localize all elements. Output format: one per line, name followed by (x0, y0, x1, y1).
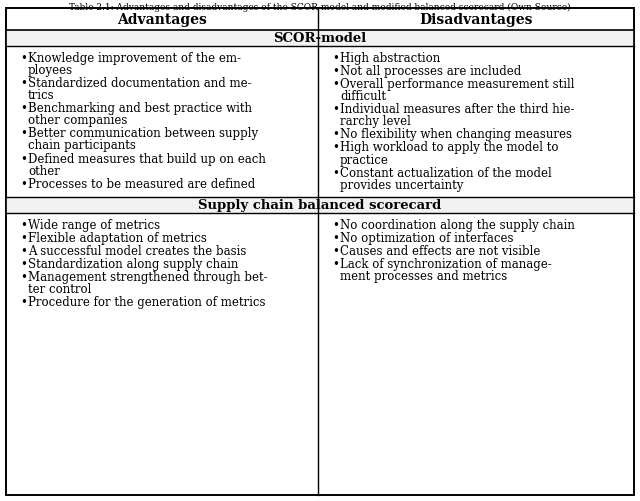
Text: •: • (332, 231, 339, 244)
Text: •: • (20, 152, 27, 165)
Text: Management strengthened through bet-: Management strengthened through bet- (28, 271, 268, 284)
Text: •: • (20, 296, 27, 309)
Text: Lack of synchronization of manage-: Lack of synchronization of manage- (340, 258, 552, 271)
Text: Flexible adaptation of metrics: Flexible adaptation of metrics (28, 231, 207, 244)
Text: •: • (332, 78, 339, 91)
Text: No flexibility when changing measures: No flexibility when changing measures (340, 128, 572, 141)
Text: •: • (332, 218, 339, 231)
Text: difficult: difficult (340, 90, 386, 103)
Text: practice: practice (340, 153, 389, 166)
Text: Better communication between supply: Better communication between supply (28, 127, 258, 140)
Text: other: other (28, 164, 60, 177)
Text: •: • (20, 127, 27, 140)
Text: High workload to apply the model to: High workload to apply the model to (340, 141, 559, 154)
Text: •: • (332, 103, 339, 116)
Text: SCOR-model: SCOR-model (273, 33, 367, 46)
Text: •: • (20, 77, 27, 90)
Text: Disadvantages: Disadvantages (419, 13, 532, 27)
Text: No coordination along the supply chain: No coordination along the supply chain (340, 218, 575, 231)
Text: •: • (332, 166, 339, 179)
Text: Processes to be measured are defined: Processes to be measured are defined (28, 177, 255, 190)
Text: Constant actualization of the model: Constant actualization of the model (340, 166, 552, 179)
Text: Table 2.1: Advantages and disadvantages of the SCOR-model and modified balanced : Table 2.1: Advantages and disadvantages … (69, 3, 571, 12)
Text: Defined measures that build up on each: Defined measures that build up on each (28, 152, 266, 165)
Text: •: • (20, 52, 27, 65)
Text: •: • (332, 258, 339, 271)
Text: Individual measures after the third hie-: Individual measures after the third hie- (340, 103, 575, 116)
Text: •: • (20, 244, 27, 258)
Text: chain participants: chain participants (28, 139, 136, 152)
Text: ter control: ter control (28, 283, 92, 296)
Text: •: • (332, 128, 339, 141)
Text: provides uncertainty: provides uncertainty (340, 178, 463, 191)
Text: Causes and effects are not visible: Causes and effects are not visible (340, 244, 540, 258)
Text: •: • (332, 65, 339, 78)
Text: •: • (332, 244, 339, 258)
Text: other companies: other companies (28, 114, 127, 127)
Text: Knowledge improvement of the em-: Knowledge improvement of the em- (28, 52, 241, 65)
Text: •: • (20, 102, 27, 115)
Text: trics: trics (28, 89, 54, 102)
Text: Supply chain balanced scorecard: Supply chain balanced scorecard (198, 199, 442, 212)
Text: •: • (20, 177, 27, 190)
Text: •: • (332, 141, 339, 154)
Text: Procedure for the generation of metrics: Procedure for the generation of metrics (28, 296, 266, 309)
Text: ment processes and metrics: ment processes and metrics (340, 270, 508, 283)
Text: Standardized documentation and me-: Standardized documentation and me- (28, 77, 252, 90)
Text: ployees: ployees (28, 64, 73, 77)
Text: Benchmarking and best practice with: Benchmarking and best practice with (28, 102, 252, 115)
Text: High abstraction: High abstraction (340, 52, 440, 65)
Bar (6, 31, 634, 47)
Text: •: • (20, 218, 27, 231)
Bar (6, 197, 634, 213)
Text: Overall performance measurement still: Overall performance measurement still (340, 78, 575, 91)
Text: Not all processes are included: Not all processes are included (340, 65, 521, 78)
Text: •: • (20, 271, 27, 284)
Text: A successful model creates the basis: A successful model creates the basis (28, 244, 246, 258)
Text: No optimization of interfaces: No optimization of interfaces (340, 231, 513, 244)
Text: Wide range of metrics: Wide range of metrics (28, 218, 160, 231)
Text: rarchy level: rarchy level (340, 115, 411, 128)
Text: •: • (332, 52, 339, 65)
Text: •: • (20, 258, 27, 271)
Text: Standardization along supply chain: Standardization along supply chain (28, 258, 238, 271)
Text: •: • (20, 231, 27, 244)
Text: Advantages: Advantages (117, 13, 207, 27)
